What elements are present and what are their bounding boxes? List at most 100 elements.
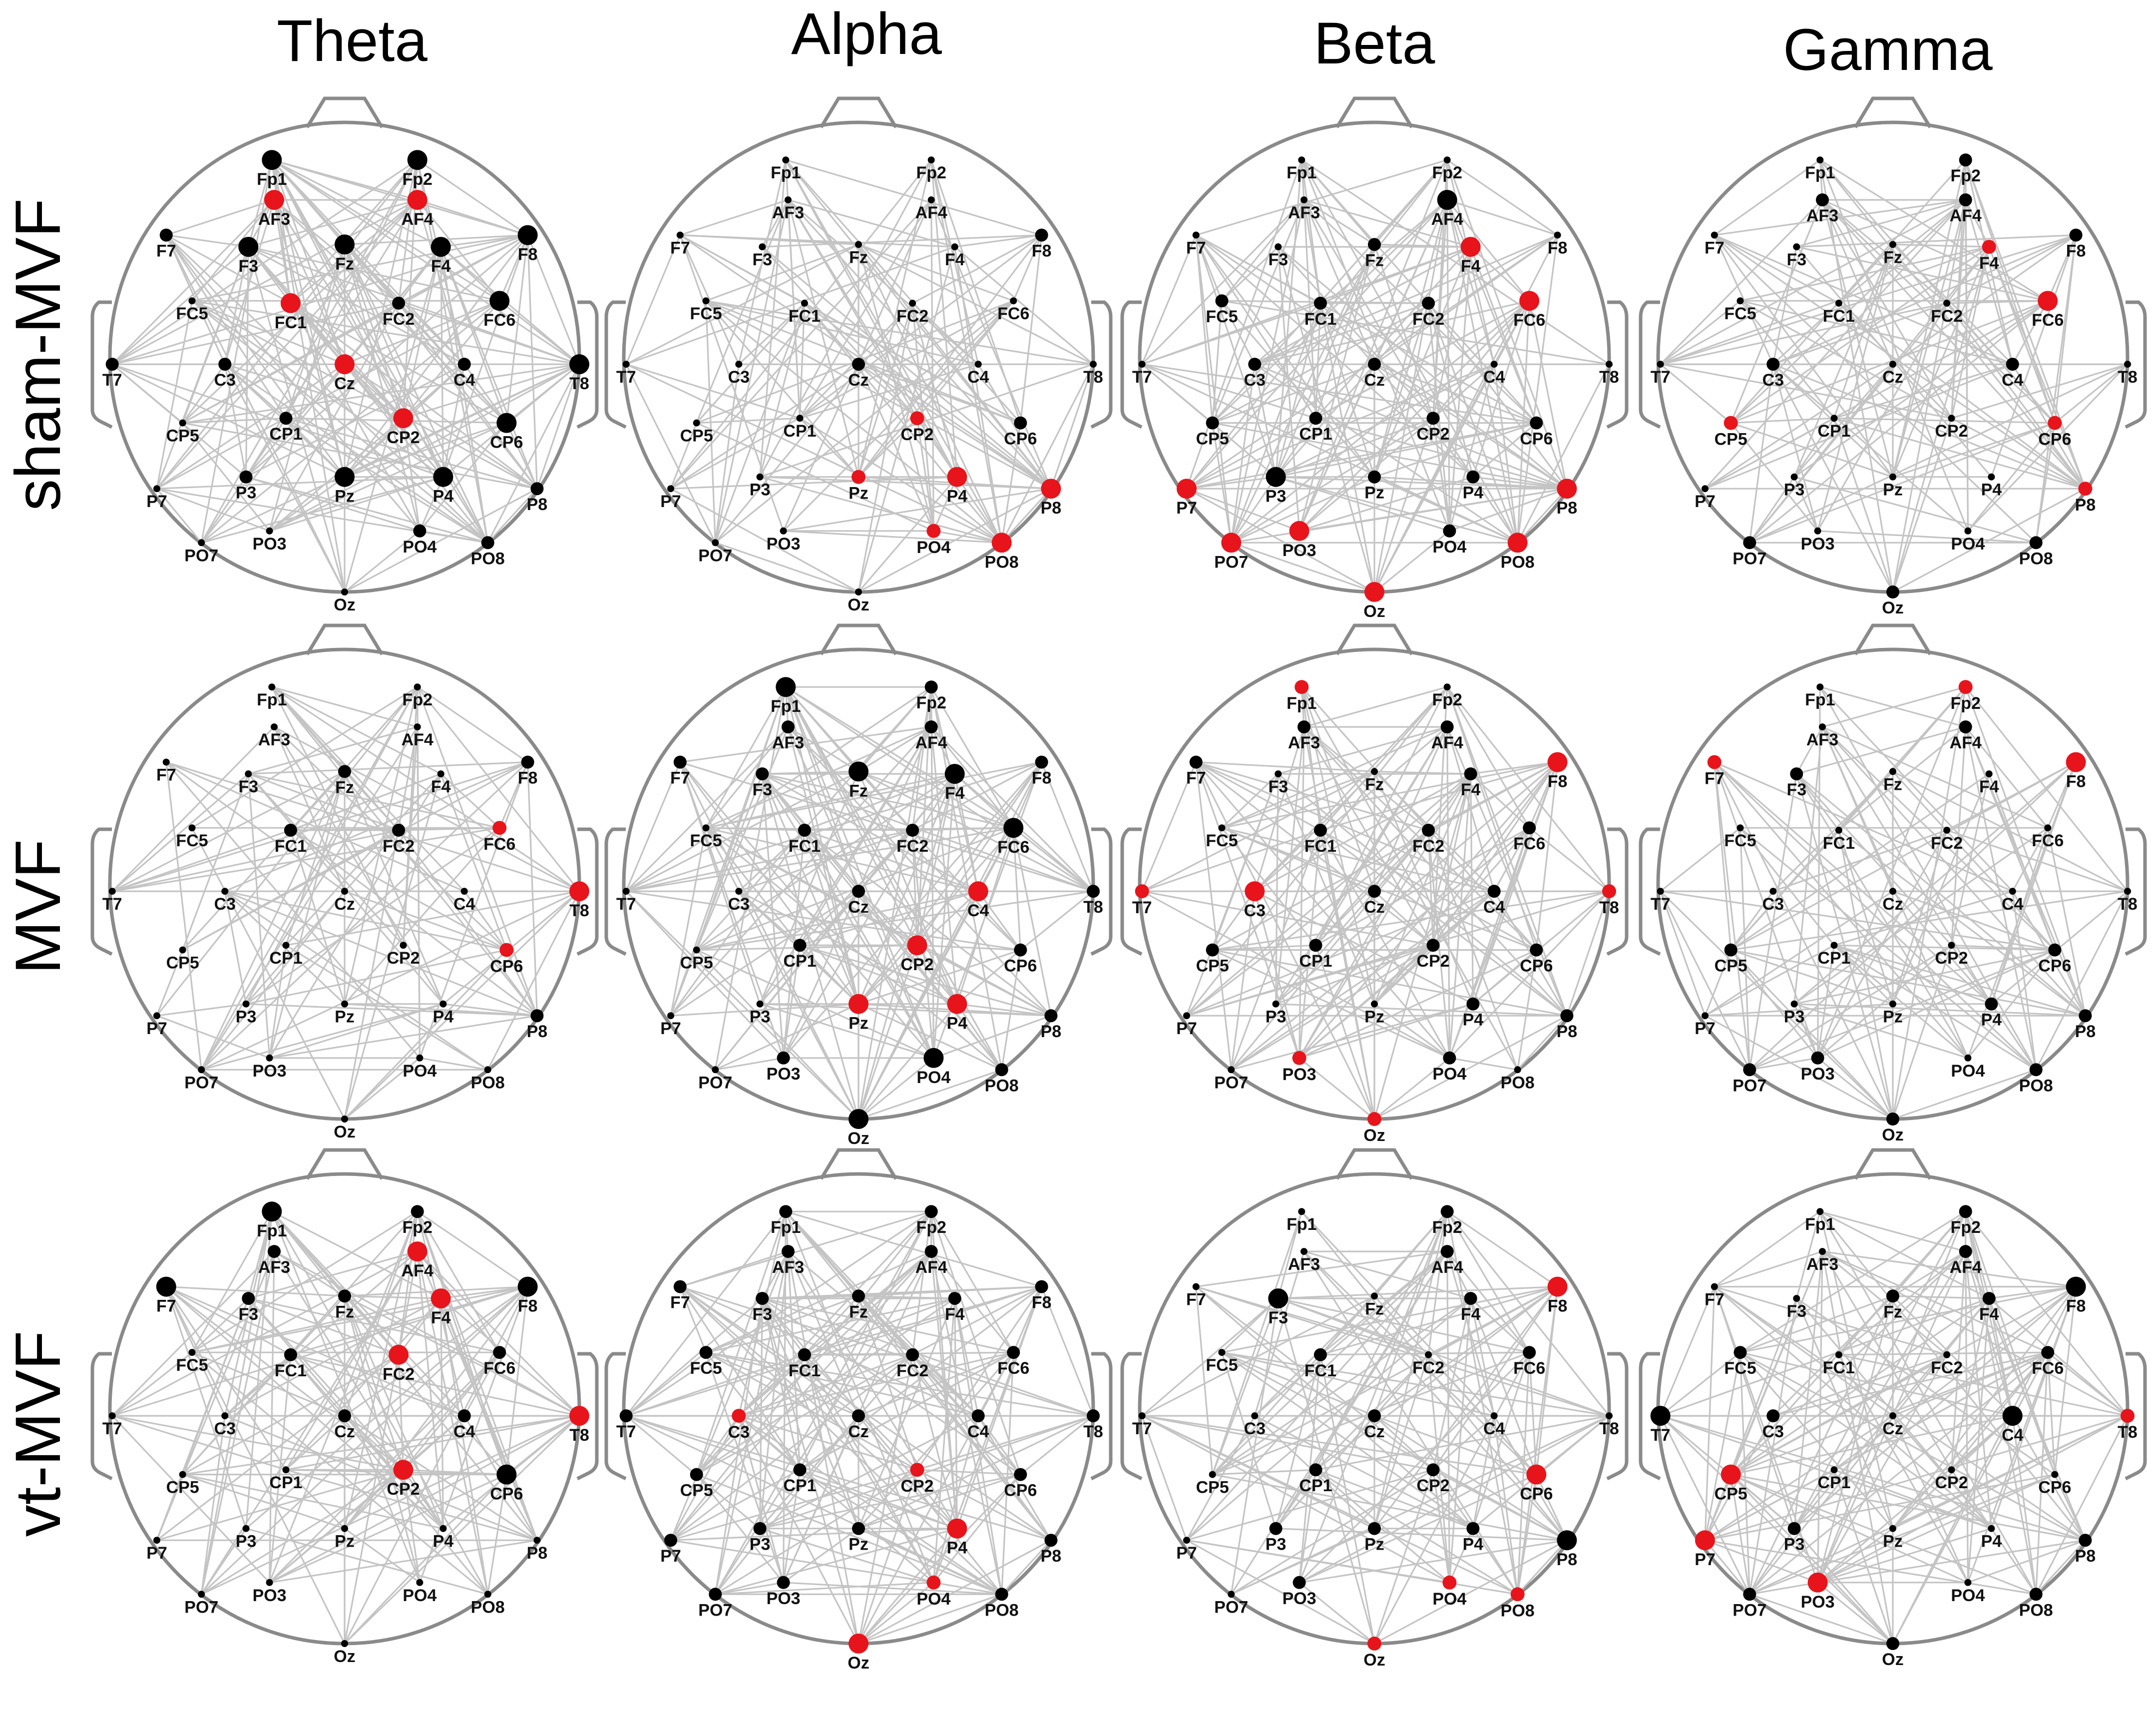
- electrode-label-p3: P3: [1784, 1535, 1805, 1554]
- edge-p7-oz: [670, 488, 859, 593]
- edge-p7-po3: [1186, 488, 1300, 532]
- edge-cp5-c3: [1730, 891, 1774, 951]
- electrode-label-fc6: FC6: [997, 1359, 1029, 1378]
- edge-af4-po8: [417, 1251, 489, 1595]
- electrode-node-fz: [1886, 1289, 1899, 1303]
- electrode-node-po7: [198, 1591, 205, 1598]
- edge-p4-po8: [956, 476, 1003, 544]
- edge-fz-cp1: [1833, 244, 1894, 419]
- edge-po3-fc2: [1817, 303, 1948, 532]
- edge-po4-cp5: [696, 949, 934, 1059]
- edge-t8-f8: [1041, 762, 1094, 892]
- edge-po3-p8: [1817, 1539, 2086, 1584]
- edge-po3-p4: [1299, 476, 1473, 532]
- electrode-label-po4: PO4: [1951, 1586, 1985, 1605]
- edge-fc2-p3: [1275, 302, 1429, 478]
- edge-cp2-f8: [916, 1286, 1042, 1471]
- electrode-label-cp6: CP6: [490, 957, 523, 976]
- edge-f8-cp2: [1432, 1286, 1558, 1471]
- electrode-node-fc2: [392, 823, 406, 837]
- electrode-label-fc5: FC5: [176, 304, 208, 323]
- electrode-label-p3: P3: [236, 1008, 257, 1027]
- edge-f8-p3: [245, 1286, 528, 1529]
- electrode-node-cp2: [910, 1463, 924, 1477]
- electrode-node-f8: [1547, 1276, 1568, 1297]
- electrode-label-fz: Fz: [1883, 1302, 1902, 1321]
- edge-po3-cp1: [1298, 1469, 1317, 1583]
- edge-fc6-cp2: [403, 300, 500, 419]
- edge-po8-cp1: [1833, 944, 2037, 1071]
- edge-c3-p4: [738, 890, 958, 1005]
- edge-po8-fp2: [930, 159, 1003, 543]
- electrode-node-c4: [457, 1409, 471, 1423]
- electrode-label-fc6: FC6: [2032, 831, 2064, 850]
- electrode-label-fc5: FC5: [1724, 831, 1756, 850]
- electrode-node-p7: [1702, 1012, 1709, 1020]
- edge-t8-p8: [536, 364, 580, 489]
- edge-p3-c3: [224, 364, 247, 477]
- edge-po3-oz: [1298, 1057, 1375, 1120]
- edge-c3-fz: [1772, 1295, 1894, 1417]
- electrode-label-cz: Cz: [1364, 1422, 1385, 1441]
- electrode-label-p8: P8: [1041, 499, 1062, 518]
- edge-pz-cp2: [1373, 945, 1434, 1005]
- edge-po7-fz: [1748, 1295, 1894, 1595]
- electrode-label-f8: F8: [518, 245, 538, 264]
- edge-c3-oz: [224, 364, 346, 592]
- electrode-node-cp6: [1014, 416, 1027, 430]
- edge-cp2-f8: [1432, 761, 1558, 946]
- edge-fc6-f3: [248, 246, 500, 302]
- edge-cp6-t8: [1020, 890, 1094, 951]
- head-right-ear-outline: [576, 1352, 599, 1481]
- edge-oz-fc2: [858, 1354, 913, 1644]
- electrode-label-po8: PO8: [1501, 553, 1535, 572]
- electrode-node-c3: [1769, 888, 1777, 895]
- electrode-node-cp2: [400, 942, 407, 949]
- head-nose-outline: [820, 96, 897, 128]
- electrode-node-fc6: [1523, 1346, 1536, 1359]
- edge-oz-fp2: [858, 686, 932, 1120]
- electrode-label-p3: P3: [1266, 1008, 1287, 1027]
- edge-t7-f8: [112, 234, 528, 365]
- edge-c4-cp6: [977, 891, 1021, 951]
- electrode-node-f7: [156, 1276, 176, 1297]
- edge-f3-t7: [111, 773, 249, 892]
- electrode-node-cz: [338, 1409, 351, 1423]
- edge-f7-cz: [165, 761, 345, 892]
- edge-p3-cz: [759, 1415, 860, 1529]
- edge-oz-fp1: [1819, 159, 1894, 592]
- electrode-node-p8: [533, 1537, 541, 1544]
- edge-fp1-t7: [625, 1211, 787, 1417]
- edge-fz-t7: [625, 770, 859, 892]
- edge-cp1-c4: [800, 363, 979, 419]
- edge-af4-p7: [156, 199, 418, 490]
- electrode-node-fp2: [1440, 1205, 1454, 1218]
- electrode-label-t7: T7: [1132, 368, 1152, 387]
- edge-pz-po3: [269, 476, 345, 532]
- edge-fz-po8: [344, 244, 489, 543]
- edge-cz-af3: [787, 1251, 860, 1416]
- electrode-node-cz: [1368, 358, 1381, 371]
- edge-cp5-cz: [1212, 363, 1375, 424]
- electrode-node-f4: [1464, 1292, 1477, 1305]
- edge-f4-t8: [440, 246, 580, 365]
- edge-af3-fz: [274, 1250, 345, 1297]
- edge-fp2-cz: [344, 1211, 419, 1416]
- edge-fc6-cp6: [1012, 828, 1021, 950]
- edge-oz-f7: [679, 761, 860, 1120]
- electrode-label-cp2: CP2: [1935, 949, 1968, 968]
- edge-po7-af3: [1230, 199, 1305, 543]
- electrode-label-p8: P8: [1041, 1022, 1062, 1041]
- edge-f4-t8: [954, 246, 1094, 365]
- electrode-node-fc6: [1010, 297, 1017, 305]
- edge-cp6-pz: [344, 422, 507, 478]
- edge-cp2-oz: [858, 945, 918, 1120]
- edge-oz-af3: [1821, 1251, 1894, 1644]
- edge-cp6-oz: [858, 1474, 1021, 1645]
- electrode-node-t7: [1138, 1412, 1146, 1420]
- electrode-label-af3: AF3: [1288, 203, 1320, 222]
- electrode-node-f7: [1711, 231, 1718, 239]
- electrode-node-p8: [2079, 1009, 2092, 1023]
